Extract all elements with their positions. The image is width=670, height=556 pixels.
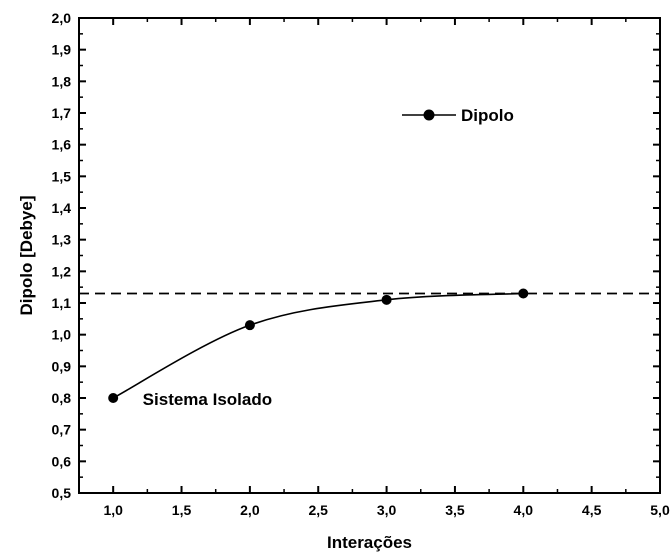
y-tick-label: 0,5 — [52, 485, 72, 501]
plot-frame — [78, 17, 661, 494]
y-tick-label: 0,7 — [52, 422, 72, 438]
y-tick-label: 1,5 — [52, 168, 72, 184]
x-tick-label: 1,5 — [172, 502, 192, 518]
y-tick-label: 0,6 — [52, 453, 72, 469]
x-axis-title: Interações — [327, 533, 412, 552]
y-tick-label: 1,6 — [52, 137, 72, 153]
y-tick-label: 0,9 — [52, 358, 72, 374]
y-tick-label: 1,0 — [52, 327, 72, 343]
x-tick-label: 4,0 — [514, 502, 534, 518]
y-tick-label: 1,9 — [52, 42, 72, 58]
x-tick-label: 1,0 — [103, 502, 123, 518]
legend-marker-dipolo — [423, 109, 435, 121]
y-tick-label: 1,4 — [52, 200, 72, 216]
data-point — [244, 320, 255, 331]
legend: Dipolo — [402, 106, 514, 125]
y-tick-label: 1,3 — [52, 232, 72, 248]
annotation-sistema-isolado: Sistema Isolado — [143, 390, 272, 409]
x-tick-label: 2,5 — [309, 502, 329, 518]
y-tick-label: 1,8 — [52, 73, 72, 89]
legend-label-dipolo: Dipolo — [461, 106, 514, 125]
y-tick-label: 1,2 — [52, 263, 72, 279]
y-tick-label: 1,7 — [52, 105, 72, 121]
x-tick-label: 5,0 — [650, 502, 670, 518]
x-tick-label: 4,5 — [582, 502, 602, 518]
x-tick-label: 3,0 — [377, 502, 397, 518]
y-axis-title: Dipolo [Debye] — [17, 196, 36, 316]
data-point — [108, 393, 119, 403]
y-tick-label: 2,0 — [52, 10, 72, 26]
y-tick-label: 1,1 — [52, 295, 72, 311]
data-point — [518, 288, 529, 299]
x-tick-label: 3,5 — [445, 502, 465, 518]
data-point — [381, 294, 392, 305]
y-tick-label: 0,8 — [52, 390, 72, 406]
series-line-dipolo — [112, 292, 524, 399]
x-tick-label: 2,0 — [240, 502, 260, 518]
